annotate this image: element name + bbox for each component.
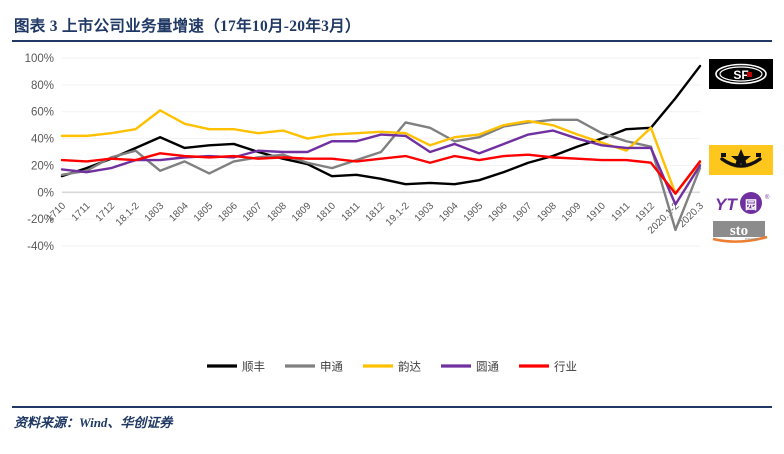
series-line <box>60 118 702 232</box>
footer-divider <box>12 406 772 408</box>
x-axis-tick-label: 1806 <box>216 200 240 224</box>
yto-logo-mark: YT 园 ® <box>715 192 770 214</box>
sf-express-logo: SF <box>709 59 773 89</box>
plot-area: 100% 80% 60% 40% 20% 0% -20% -40% 1710 1711 1712 18… <box>0 44 784 402</box>
svg-text:express: express <box>745 236 759 241</box>
legend-label: 申通 <box>320 361 343 374</box>
x-axis-tick-label: 1810 <box>315 200 339 224</box>
y-axis-tick-label: 20% <box>31 160 54 172</box>
sf-logo-mark: SF <box>715 63 767 85</box>
legend-label: 韵达 <box>398 360 421 374</box>
yunda-logo <box>709 145 773 175</box>
svg-text:sto: sto <box>730 223 748 239</box>
y-axis-tick-label: 60% <box>31 107 54 119</box>
x-axis-tick-label: 1811 <box>340 200 363 223</box>
svg-text:YT: YT <box>715 195 738 214</box>
x-axis-tick-label: 1710 <box>45 200 69 224</box>
line-chart: 100%80%60%40%20%0%-20%-40%1710 1711 171218… <box>25 53 707 374</box>
x-axis-tick-label: 19.1-2 <box>384 200 412 228</box>
legend-label: 圆通 <box>476 361 499 374</box>
x-axis-tick-label: 1907 <box>511 200 535 224</box>
x-axis-tick-label: 1809 <box>290 200 314 224</box>
x-axis-tick-label: 1805 <box>192 200 216 224</box>
chart-title-bar: 图表 3 上市公司业务量增速（17年10月-20年3月） <box>0 8 784 42</box>
sto-logo-mark: sto express <box>712 221 768 243</box>
x-axis-tick-label: 1807 <box>241 200 265 224</box>
series-line <box>60 109 702 195</box>
yunda-smiley-icon <box>720 149 762 168</box>
svg-text:园: 园 <box>745 198 757 212</box>
y-axis-tick-label: 40% <box>31 134 54 146</box>
series-line <box>60 64 702 186</box>
svg-text:SF: SF <box>733 68 748 82</box>
sto-logo: sto express <box>709 219 773 246</box>
title-divider <box>12 40 772 42</box>
x-axis-tick-label: 1711 <box>70 200 93 223</box>
x-axis-tick-label: 1908 <box>535 200 559 224</box>
y-axis-tick-label: 80% <box>31 80 54 92</box>
series-line <box>60 129 702 206</box>
svg-text:®: ® <box>765 194 770 201</box>
x-axis-tick-label: 1905 <box>462 200 486 224</box>
x-axis-tick-label: 1903 <box>413 200 437 224</box>
x-axis-tick-label: 1808 <box>265 200 289 224</box>
legend-label: 行业 <box>554 361 577 374</box>
y-axis-tick-label: 100% <box>25 53 54 65</box>
x-axis-tick-label: 1803 <box>143 200 167 224</box>
x-axis-tick-label: 18.1-2 <box>114 200 142 228</box>
series-line <box>60 152 702 195</box>
legend-label: 顺丰 <box>242 361 265 374</box>
x-axis-tick-label: 1909 <box>560 200 584 224</box>
source-note: 资料来源：Wind、华创证券 <box>14 415 173 430</box>
y-axis-tick-label: -20% <box>27 214 54 226</box>
y-axis-tick-label: 0% <box>37 187 54 199</box>
y-axis-tick-label: -40% <box>27 241 54 253</box>
x-axis-tick-label: 1906 <box>486 200 510 224</box>
x-axis-tick-label: 1804 <box>167 200 191 224</box>
x-axis-tick-label: 1911 <box>610 200 633 223</box>
yto-logo: YT 园 ® <box>709 190 773 216</box>
x-axis-tick-label: 1904 <box>437 200 461 224</box>
x-axis-tick-label: 1910 <box>584 200 608 224</box>
page-title: 图表 3 上市公司业务量增速（17年10月-20年3月） <box>14 18 361 35</box>
